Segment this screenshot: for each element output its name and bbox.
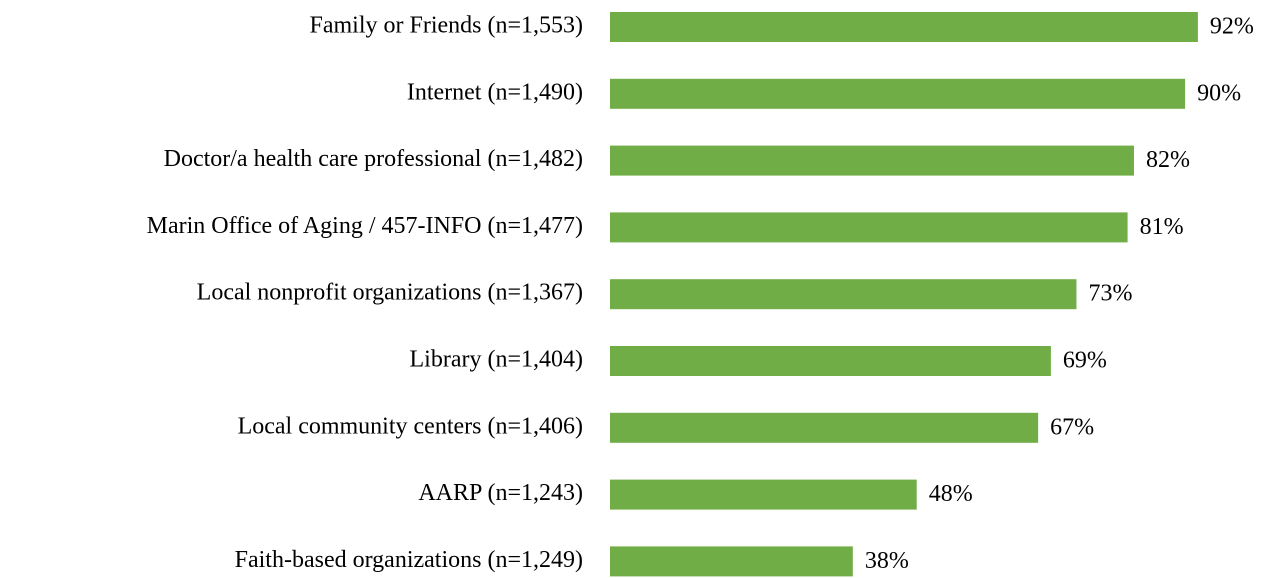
value-label: 69% [1063,348,1107,374]
value-label: 48% [929,481,973,507]
category-label: Internet (n=1,490) [407,79,583,105]
category-label: Faith-based organizations (n=1,249) [235,547,583,573]
bar [610,346,1051,376]
bar [610,145,1134,176]
bar [610,412,1039,443]
bar [610,212,1128,243]
category-label: Family or Friends (n=1,553) [309,13,583,39]
value-label: 92% [1210,14,1254,40]
category-label: Doctor/a health care professional (n=1,4… [164,146,583,172]
bar [610,479,917,510]
bar [610,78,1186,109]
value-label: 90% [1197,80,1241,106]
category-label: Library (n=1,404) [410,347,583,373]
category-label: Local community centers (n=1,406) [238,413,583,439]
bar [610,279,1077,310]
category-label: AARP (n=1,243) [418,480,583,506]
category-label: Marin Office of Aging / 457-INFO (n=1,47… [147,213,583,239]
bar [610,12,1198,42]
value-label: 81% [1140,214,1184,240]
value-label: 38% [865,548,909,574]
value-label: 73% [1088,281,1132,307]
value-label: 67% [1050,414,1094,440]
category-label: Local nonprofit organizations (n=1,367) [197,280,583,306]
value-label: 82% [1146,147,1190,173]
bar [610,546,853,577]
